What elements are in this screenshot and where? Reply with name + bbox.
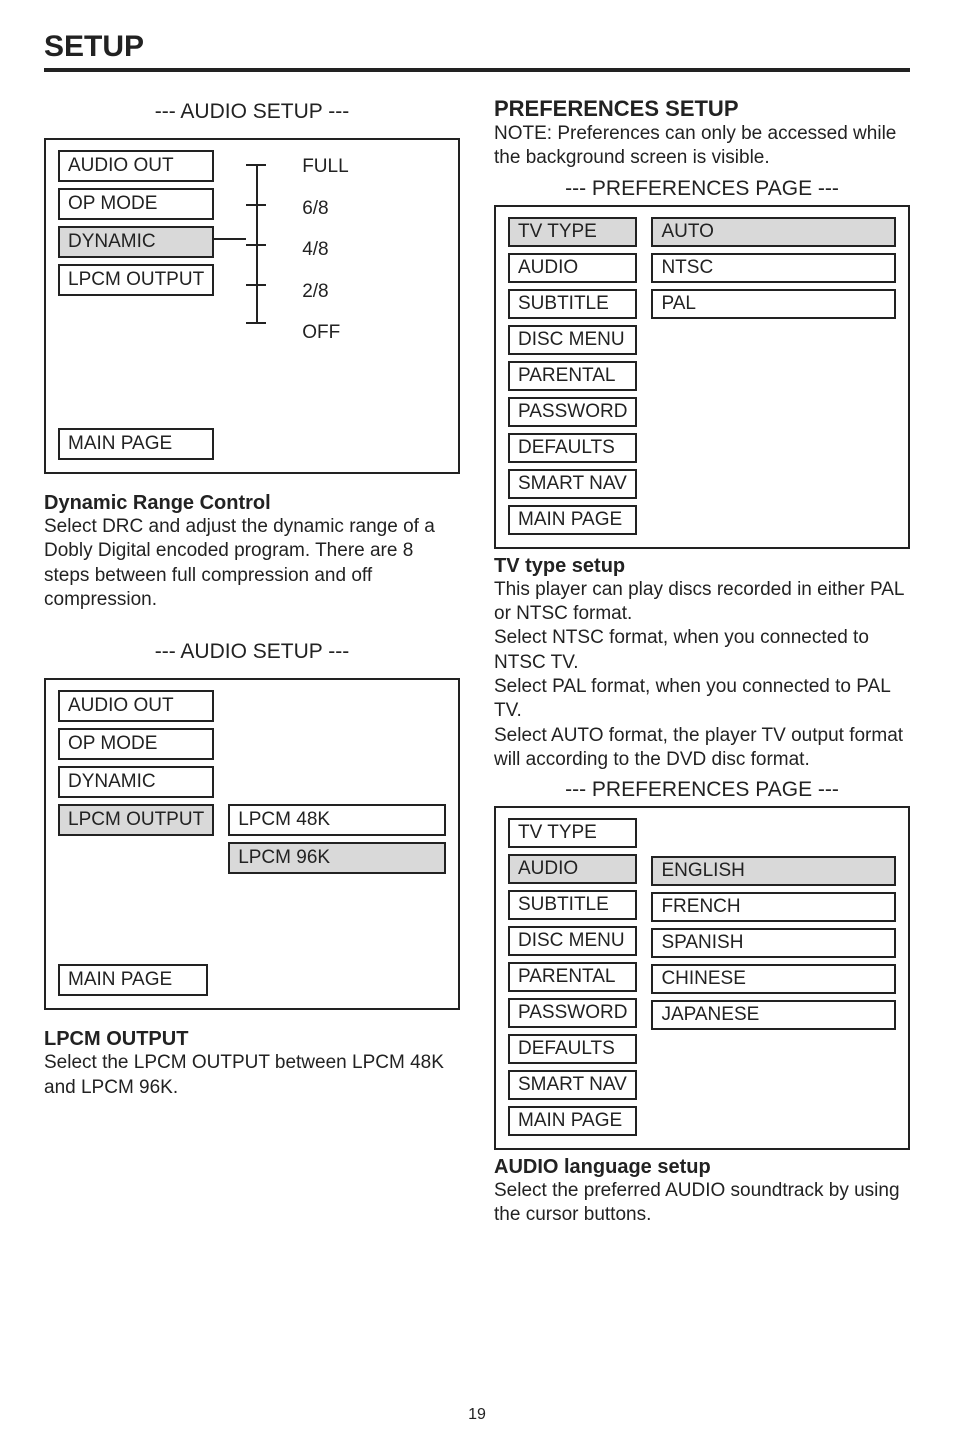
drc-menu-items: AUDIO OUT OP MODE DYNAMIC LPCM OUTPUT MA… — [58, 150, 214, 460]
audio-left-items: TV TYPE AUDIO SUBTITLE DISC MENU PARENTA… — [508, 818, 637, 1136]
menu-item-disc-menu[interactable]: DISC MENU — [508, 325, 637, 355]
menu-item-smart-nav[interactable]: SMART NAV — [508, 469, 637, 499]
preferences-note: NOTE: Preferences can only be accessed w… — [494, 122, 910, 171]
option-japanese[interactable]: JAPANESE — [651, 1000, 896, 1030]
option-lpcm-48k[interactable]: LPCM 48K — [228, 804, 446, 836]
drc-panel: AUDIO OUT OP MODE DYNAMIC LPCM OUTPUT MA… — [44, 138, 460, 474]
menu-item-lpcm-output[interactable]: LPCM OUTPUT — [58, 804, 214, 836]
tv-body-line: This player can play discs recorded in e… — [494, 579, 904, 624]
audio-language-panel: TV TYPE AUDIO SUBTITLE DISC MENU PARENTA… — [494, 806, 910, 1150]
menu-item-op-mode[interactable]: OP MODE — [58, 188, 214, 220]
tv-type-panel: TV TYPE AUDIO SUBTITLE DISC MENU PARENTA… — [494, 205, 910, 549]
preferences-page-label-2: --- PREFERENCES PAGE --- — [494, 778, 910, 802]
tv-type-body: This player can play discs recorded in e… — [494, 578, 910, 773]
drc-heading: Dynamic Range Control — [44, 492, 460, 515]
option-ntsc[interactable]: NTSC — [651, 253, 896, 283]
menu-item-password[interactable]: PASSWORD — [508, 397, 637, 427]
menu-item-dynamic[interactable]: DYNAMIC — [58, 766, 214, 798]
title-rule — [44, 68, 910, 72]
left-column: --- AUDIO SETUP --- AUDIO OUT OP MODE DY… — [44, 90, 460, 1228]
tv-type-right-items: AUTO NTSC PAL — [651, 217, 896, 535]
tv-body-line: Select NTSC format, when you connected t… — [494, 627, 869, 672]
menu-item-dynamic[interactable]: DYNAMIC — [58, 226, 214, 258]
menu-item-audio-out[interactable]: AUDIO OUT — [58, 150, 214, 182]
lpcm-options: LPCM 48K LPCM 96K — [228, 804, 446, 874]
menu-item-audio[interactable]: AUDIO — [508, 854, 637, 884]
audio-setup-label-2: --- AUDIO SETUP --- — [44, 640, 460, 664]
menu-item-main-page[interactable]: MAIN PAGE — [508, 1106, 637, 1136]
option-pal[interactable]: PAL — [651, 289, 896, 319]
tv-type-left-items: TV TYPE AUDIO SUBTITLE DISC MENU PARENTA… — [508, 217, 637, 535]
option-chinese[interactable]: CHINESE — [651, 964, 896, 994]
option-english[interactable]: ENGLISH — [651, 856, 896, 886]
menu-item-password[interactable]: PASSWORD — [508, 998, 637, 1028]
audio-language-heading: AUDIO language setup — [494, 1156, 910, 1179]
menu-item-main-page[interactable]: MAIN PAGE — [58, 428, 214, 460]
slider-label: 4/8 — [302, 239, 348, 261]
audio-language-body: Select the preferred AUDIO soundtrack by… — [494, 1179, 910, 1228]
slider-label: 6/8 — [302, 198, 348, 220]
menu-item-audio-out[interactable]: AUDIO OUT — [58, 690, 214, 722]
tv-body-line: Select PAL format, when you connected to… — [494, 676, 890, 721]
drc-slider-diagram: FULL 6/8 4/8 2/8 OFF — [228, 150, 354, 460]
option-french[interactable]: FRENCH — [651, 892, 896, 922]
menu-item-main-page[interactable]: MAIN PAGE — [508, 505, 637, 535]
menu-item-defaults[interactable]: DEFAULTS — [508, 1034, 637, 1064]
option-spanish[interactable]: SPANISH — [651, 928, 896, 958]
tv-type-heading: TV type setup — [494, 555, 910, 578]
right-column: PREFERENCES SETUP NOTE: Preferences can … — [494, 90, 910, 1228]
menu-item-subtitle[interactable]: SUBTITLE — [508, 890, 637, 920]
page-title: SETUP — [44, 30, 910, 64]
menu-item-smart-nav[interactable]: SMART NAV — [508, 1070, 637, 1100]
menu-item-op-mode[interactable]: OP MODE — [58, 728, 214, 760]
drc-body: Select DRC and adjust the dynamic range … — [44, 515, 460, 612]
preferences-heading: PREFERENCES SETUP — [494, 96, 910, 122]
menu-item-tv-type[interactable]: TV TYPE — [508, 217, 637, 247]
menu-item-subtitle[interactable]: SUBTITLE — [508, 289, 637, 319]
menu-item-parental[interactable]: PARENTAL — [508, 361, 637, 391]
two-column-layout: --- AUDIO SETUP --- AUDIO OUT OP MODE DY… — [44, 90, 910, 1228]
preferences-page-label: --- PREFERENCES PAGE --- — [494, 177, 910, 201]
slider-label: 2/8 — [302, 281, 348, 303]
drc-slider-labels: FULL 6/8 4/8 2/8 OFF — [302, 154, 348, 344]
audio-right-items: ENGLISH FRENCH SPANISH CHINESE JAPANESE — [651, 856, 896, 1136]
page-number: 19 — [468, 1406, 486, 1424]
slider-label: FULL — [302, 156, 348, 178]
menu-item-tv-type[interactable]: TV TYPE — [508, 818, 637, 848]
menu-item-main-page[interactable]: MAIN PAGE — [58, 964, 208, 996]
menu-item-lpcm-output[interactable]: LPCM OUTPUT — [58, 264, 214, 296]
lpcm-body: Select the LPCM OUTPUT between LPCM 48K … — [44, 1051, 460, 1100]
tv-body-line: Select AUTO format, the player TV output… — [494, 725, 903, 770]
lpcm-panel: AUDIO OUT OP MODE DYNAMIC LPCM OUTPUT LP… — [44, 678, 460, 1010]
menu-item-audio[interactable]: AUDIO — [508, 253, 637, 283]
audio-setup-label: --- AUDIO SETUP --- — [44, 100, 460, 124]
menu-item-defaults[interactable]: DEFAULTS — [508, 433, 637, 463]
lpcm-menu-items: AUDIO OUT OP MODE DYNAMIC LPCM OUTPUT — [58, 690, 214, 874]
menu-item-parental[interactable]: PARENTAL — [508, 962, 637, 992]
slider-label: OFF — [302, 322, 348, 344]
option-lpcm-96k[interactable]: LPCM 96K — [228, 842, 446, 874]
menu-item-disc-menu[interactable]: DISC MENU — [508, 926, 637, 956]
lpcm-heading: LPCM OUTPUT — [44, 1028, 460, 1051]
option-auto[interactable]: AUTO — [651, 217, 896, 247]
drc-slider[interactable] — [228, 154, 284, 334]
